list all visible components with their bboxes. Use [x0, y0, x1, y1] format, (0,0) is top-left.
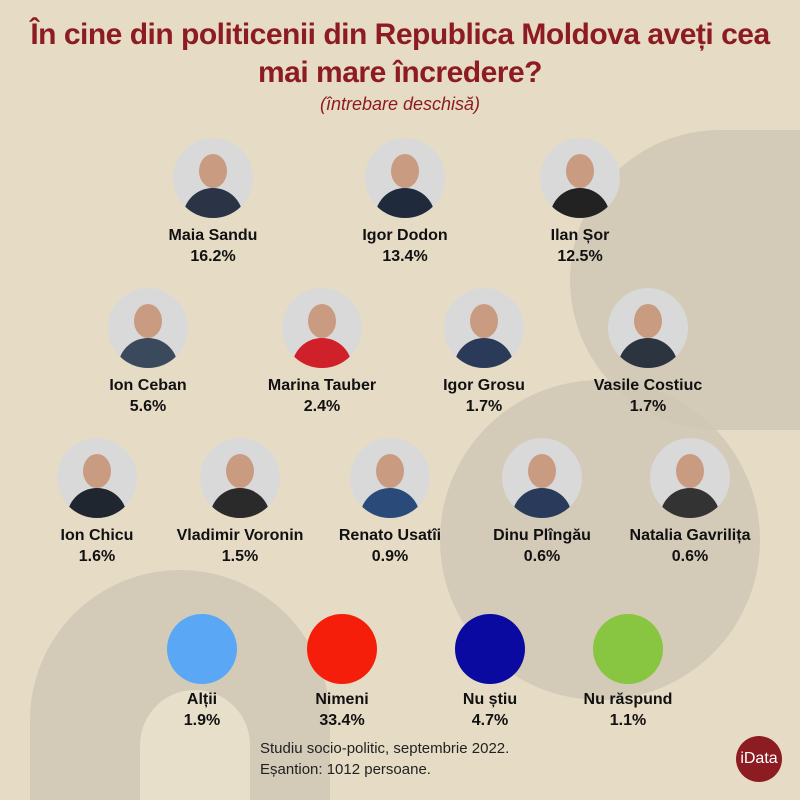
politician-photo: [57, 438, 137, 518]
politician-photo: [173, 138, 253, 218]
politician-item: Vladimir Voronin 1.5%: [160, 438, 320, 568]
politician-percent: 5.6%: [129, 398, 167, 415]
chart-subtitle: (întrebare deschisă): [319, 94, 481, 114]
politician-item: Igor Grosu 1.7%: [404, 288, 564, 418]
politician-photo: [540, 138, 620, 218]
footer-note: Studiu socio-politic, septembrie 2022. E…: [260, 738, 509, 780]
politician-photo: [200, 438, 280, 518]
answer-name: Nimeni: [315, 691, 369, 708]
answer-item: Alții 1.9%: [122, 614, 282, 732]
politician-name: Igor Dodon: [362, 227, 448, 244]
politician-name: Ion Ceban: [109, 377, 187, 394]
politician-photo: [108, 288, 188, 368]
answer-name: Nu știu: [462, 691, 518, 708]
politician-item: Igor Dodon 13.4%: [325, 138, 485, 268]
footer-study: Studiu socio-politic, septembrie 2022.: [260, 740, 510, 757]
politician-photo: [350, 438, 430, 518]
background-decoration: [140, 690, 250, 800]
politician-name: Maia Sandu: [168, 227, 258, 244]
answer-name: Alții: [186, 691, 218, 708]
politician-name: Ion Chicu: [60, 527, 134, 544]
politician-name: Natalia Gavrilița: [629, 527, 751, 544]
politician-photo: [282, 288, 362, 368]
politician-item: Ilan Șor 12.5%: [500, 138, 660, 268]
footer-sample: Eșantion: 1012 persoane.: [260, 761, 431, 778]
politician-percent: 1.5%: [221, 548, 259, 565]
politician-name: Igor Grosu: [443, 377, 525, 394]
answer-percent: 33.4%: [319, 712, 365, 729]
politician-photo: [365, 138, 445, 218]
answer-item: Nu știu 4.7%: [410, 614, 570, 732]
politician-percent: 1.6%: [78, 548, 116, 565]
answer-color-dot: [593, 614, 663, 684]
politician-name: Dinu Plîngău: [493, 527, 591, 544]
chart-title: În cine din politicenii din Republica Mo…: [30, 18, 770, 89]
politician-percent: 0.6%: [671, 548, 709, 565]
politician-percent: 1.7%: [629, 398, 667, 415]
answer-percent: 4.7%: [471, 712, 509, 729]
politician-percent: 1.7%: [465, 398, 503, 415]
answer-percent: 1.9%: [183, 712, 221, 729]
politician-name: Ilan Șor: [550, 227, 610, 244]
politician-percent: 2.4%: [303, 398, 341, 415]
politician-item: Ion Ceban 5.6%: [68, 288, 228, 418]
politician-item: Renato Usatîi 0.9%: [310, 438, 470, 568]
politician-item: Vasile Costiuc 1.7%: [568, 288, 728, 418]
politician-photo: [502, 438, 582, 518]
answer-color-dot: [307, 614, 377, 684]
answer-color-dot: [455, 614, 525, 684]
chart-header: În cine din politicenii din Republica Mo…: [20, 16, 780, 116]
politician-item: Natalia Gavrilița 0.6%: [610, 438, 770, 568]
answer-item: Nu răspund 1.1%: [548, 614, 708, 732]
politician-photo: [608, 288, 688, 368]
politician-percent: 12.5%: [557, 248, 603, 265]
politician-percent: 0.9%: [371, 548, 409, 565]
politician-name: Renato Usatîi: [338, 527, 442, 544]
answer-item: Nimeni 33.4%: [262, 614, 422, 732]
politician-percent: 13.4%: [382, 248, 428, 265]
politician-item: Dinu Plîngău 0.6%: [462, 438, 622, 568]
answer-name: Nu răspund: [583, 691, 673, 708]
politician-photo: [444, 288, 524, 368]
politician-photo: [650, 438, 730, 518]
politician-item: Ion Chicu 1.6%: [17, 438, 177, 568]
politician-percent: 16.2%: [190, 248, 236, 265]
politician-item: Marina Tauber 2.4%: [242, 288, 402, 418]
answer-percent: 1.1%: [609, 712, 647, 729]
idata-logo: iData: [736, 736, 782, 782]
politician-name: Vasile Costiuc: [593, 377, 703, 394]
politician-name: Vladimir Voronin: [176, 527, 304, 544]
answer-color-dot: [167, 614, 237, 684]
politician-name: Marina Tauber: [267, 377, 377, 394]
politician-item: Maia Sandu 16.2%: [133, 138, 293, 268]
politician-percent: 0.6%: [523, 548, 561, 565]
